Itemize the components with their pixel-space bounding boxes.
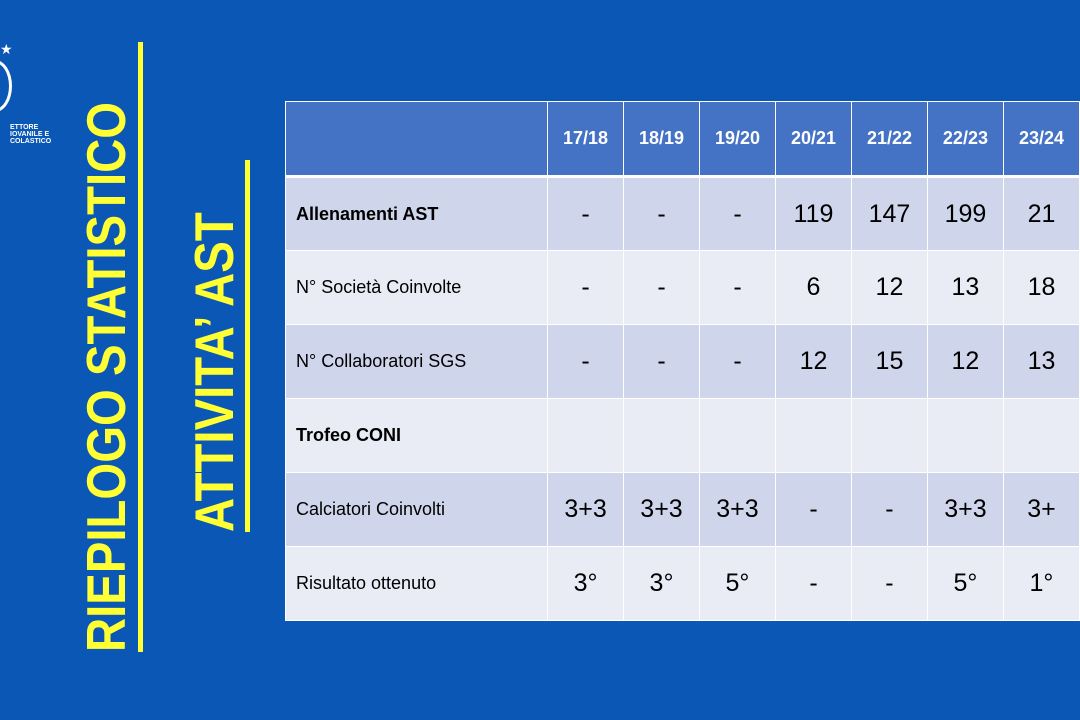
sub-title: ATTIVITA’ AST xyxy=(183,212,245,532)
logo-text: ETTORE IOVANILE E COLASTICO xyxy=(10,124,52,145)
table-cell xyxy=(699,398,776,473)
federation-logo: ★ ETTORE IOVANILE E COLASTICO xyxy=(0,40,52,160)
sub-title-underline xyxy=(245,160,250,532)
star-icon: ★ xyxy=(0,41,13,57)
table-cell: 147 xyxy=(850,176,928,251)
table-cell: 13 xyxy=(1002,324,1080,399)
table-cell: 12 xyxy=(926,324,1004,399)
table-cell: - xyxy=(774,546,852,621)
table-cell xyxy=(774,398,852,473)
table-cell: - xyxy=(699,250,776,325)
table-cell: - xyxy=(547,250,625,325)
table-cell xyxy=(623,398,700,473)
table-cell: - xyxy=(547,324,625,399)
header-season: 21/22 xyxy=(850,101,928,178)
table-cell: 3+ xyxy=(1002,472,1080,547)
table-cell: 12 xyxy=(774,324,852,399)
table-cell: 119 xyxy=(774,176,852,251)
table-cell: 12 xyxy=(850,250,928,325)
row-label: Risultato ottenuto xyxy=(284,546,549,621)
header-season: 19/20 xyxy=(699,101,776,178)
table-cell: 3° xyxy=(623,546,700,621)
table-cell xyxy=(547,398,625,473)
table-cell: 13 xyxy=(926,250,1004,325)
header-season: 22/23 xyxy=(926,101,1004,178)
table-cell: 18 xyxy=(1002,250,1080,325)
main-title-underline xyxy=(138,42,143,652)
table-cell: 6 xyxy=(774,250,852,325)
row-label: N° Collaboratori SGS xyxy=(284,324,549,399)
row-label: Trofeo CONI xyxy=(284,398,549,473)
table-cell: 15 xyxy=(850,324,928,399)
table-row: Calciatori Coinvolti 3+3 3+3 3+3- -3+3 3+ xyxy=(284,472,1080,547)
table-cell: 5° xyxy=(699,546,776,621)
table-row: Risultato ottenuto 3° 3° 5° - -5° 1° xyxy=(284,546,1080,621)
table-cell: 3+3 xyxy=(699,472,776,547)
header-season: 17/18 xyxy=(547,101,625,178)
table-cell xyxy=(850,398,928,473)
logo-emblem xyxy=(0,60,12,112)
header-season: 20/21 xyxy=(774,101,852,178)
table-cell: - xyxy=(699,176,776,251)
table-cell xyxy=(1002,398,1080,473)
row-label: Allenamenti AST xyxy=(284,176,549,251)
table-cell: 21 xyxy=(1002,176,1080,251)
table-cell: - xyxy=(850,546,928,621)
table-cell: 199 xyxy=(926,176,1004,251)
table-row: Allenamenti AST - - -119 147 199 21 xyxy=(284,176,1080,251)
table-cell: 3+3 xyxy=(547,472,625,547)
table-cell: 3+3 xyxy=(926,472,1004,547)
table-cell: - xyxy=(547,176,625,251)
table-row: N° Società Coinvolte - - -6 12 13 18 xyxy=(284,250,1080,325)
row-label: N° Società Coinvolte xyxy=(284,250,549,325)
header-season: 18/19 xyxy=(623,101,700,178)
header-empty xyxy=(284,101,549,178)
header-season: 23/24 xyxy=(1002,101,1080,178)
table-row: N° Collaboratori SGS - - -12 15 12 13 xyxy=(284,324,1080,399)
table-cell: - xyxy=(774,472,852,547)
table-cell: 1° xyxy=(1002,546,1080,621)
table-cell xyxy=(926,398,1004,473)
table-header-row: 17/18 18/19 19/20 20/21 21/22 22/23 23/2… xyxy=(284,101,1080,178)
table-cell: - xyxy=(699,324,776,399)
table-cell: - xyxy=(850,472,928,547)
table-cell: 3+3 xyxy=(623,472,700,547)
table-row: Trofeo CONI xyxy=(284,398,1080,473)
table-cell: 3° xyxy=(547,546,625,621)
statistics-table: 17/18 18/19 19/20 20/21 21/22 22/23 23/2… xyxy=(284,101,1080,621)
row-label: Calciatori Coinvolti xyxy=(284,472,549,547)
main-title: RIEPILOGO STATISTICO xyxy=(75,101,137,652)
table-cell: 5° xyxy=(926,546,1004,621)
table-cell: - xyxy=(623,324,700,399)
table-cell: - xyxy=(623,176,700,251)
table-cell: - xyxy=(623,250,700,325)
